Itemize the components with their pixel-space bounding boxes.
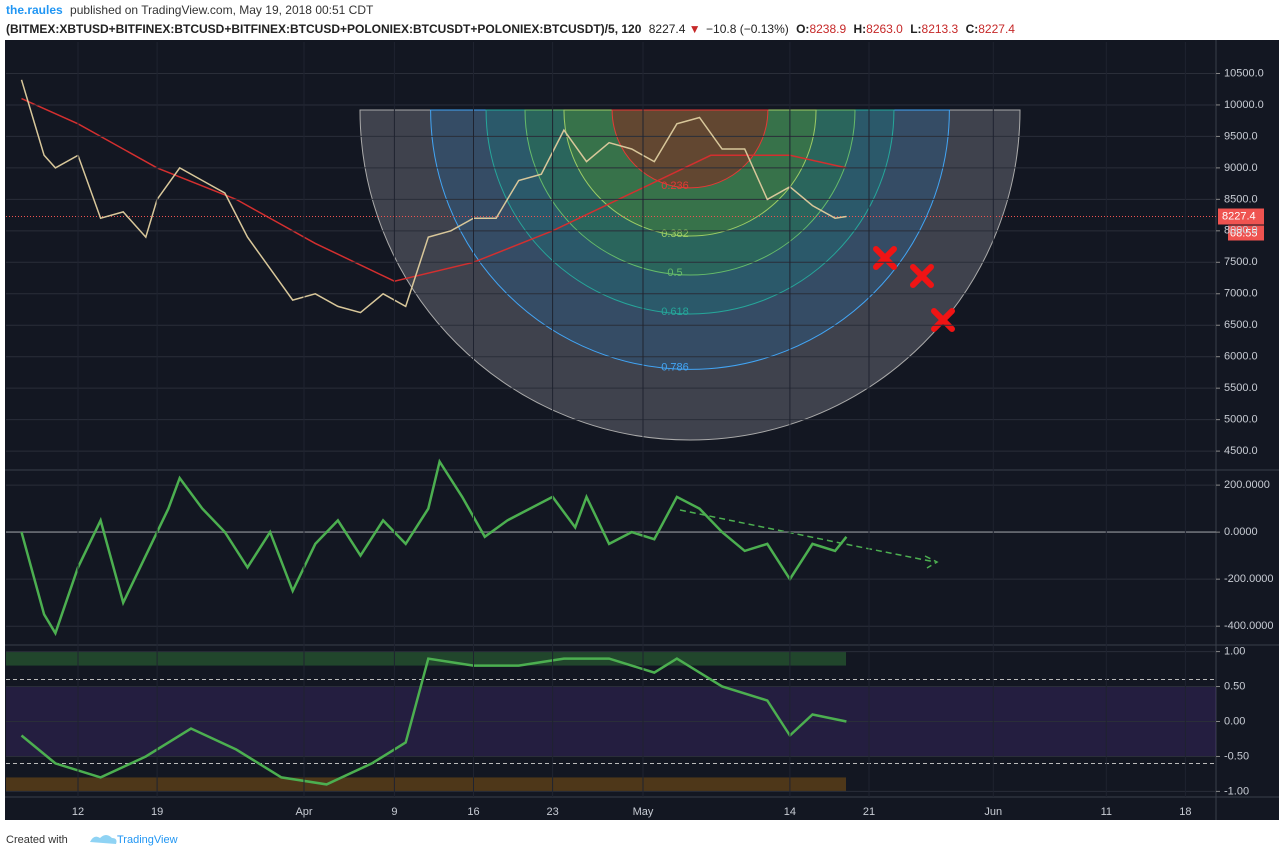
series-line <box>20 657 847 786</box>
x-tick-label: 14 <box>784 806 796 818</box>
chart-area <box>5 40 1279 820</box>
symbol: (BITMEX:XBTUSD+BITFINEX:BTCUSD+BITFINEX:… <box>6 22 642 36</box>
trend-arrow <box>679 509 939 569</box>
x-tick-label: 12 <box>72 806 84 818</box>
y-tick-label: 8500.0 <box>1224 193 1258 205</box>
x-tick-label: 9 <box>391 806 397 818</box>
fib-label: 0.618 <box>661 306 689 318</box>
change: −10.8 (−0.13%) <box>706 22 789 36</box>
y-tick-label: 9000.0 <box>1224 162 1258 174</box>
y-tick-label: 0.00 <box>1224 715 1245 727</box>
y-tick-label: 10000.0 <box>1224 99 1264 111</box>
y-tick-label: 5000.0 <box>1224 414 1258 426</box>
moving-average <box>21 97 847 282</box>
fib-arc <box>524 109 856 276</box>
fib-label: 0.786 <box>661 361 689 373</box>
y-tick-label: 0.50 <box>1224 680 1245 692</box>
y-tick-label: 10500.0 <box>1224 67 1264 79</box>
y-tick-label: 0.0000 <box>1224 526 1258 538</box>
footer-brand[interactable]: TradingView <box>117 834 178 846</box>
y-tick-label: 1.00 <box>1224 645 1245 657</box>
y-tick-label: 9500.0 <box>1224 130 1258 142</box>
x-tick-label: 19 <box>151 806 163 818</box>
down-arrow: ▼ <box>689 22 701 36</box>
y-tick-label: 4500.0 <box>1224 445 1258 457</box>
x-tick-label: 16 <box>467 806 479 818</box>
series-line <box>20 79 847 314</box>
fib-label: 0.5 <box>667 267 682 279</box>
open-label: O: <box>796 22 809 36</box>
lower-band <box>6 777 846 792</box>
countdown-label: 08:55 <box>1230 227 1258 239</box>
y-tick-label: 6500.0 <box>1224 319 1258 331</box>
open: 8238.9 <box>809 22 846 36</box>
author[interactable]: the.raules <box>6 3 63 17</box>
countdown-box <box>1228 225 1264 241</box>
y-tick-label: -1.00 <box>1224 785 1249 797</box>
footer-created: Created with <box>6 834 68 846</box>
x-annotation <box>931 308 955 332</box>
y-tick-label: 5500.0 <box>1224 382 1258 394</box>
header-line-2: (BITMEX:XBTUSD+BITFINEX:BTCUSD+BITFINEX:… <box>6 22 1015 36</box>
x-tick-label: May <box>633 806 654 818</box>
y-tick-label: 7000.0 <box>1224 288 1258 300</box>
high-label: H: <box>853 22 866 36</box>
fib-label: 0.236 <box>661 180 689 192</box>
header-line-1: the.raules published on TradingView.com,… <box>6 3 374 17</box>
y-tick-label: -0.50 <box>1224 750 1249 762</box>
last-price-label: 8227.4 <box>1222 210 1256 222</box>
x-tick-label: 23 <box>546 806 558 818</box>
y-tick-label: -200.0000 <box>1224 573 1274 585</box>
fib-arc <box>563 109 817 237</box>
tv-logo <box>90 835 117 844</box>
low: 8213.3 <box>922 22 959 36</box>
x-tick-label: 11 <box>1101 806 1112 818</box>
fib-label: 0.382 <box>661 228 689 240</box>
x-tick-label: 21 <box>863 806 875 818</box>
high: 8263.0 <box>866 22 903 36</box>
fib-arc <box>430 109 950 370</box>
y-tick-label: 8000.0 <box>1224 225 1258 237</box>
close-label: C: <box>966 22 979 36</box>
y-tick-label: 7500.0 <box>1224 256 1258 268</box>
close: 8227.4 <box>978 22 1015 36</box>
chart-layer: 0.236 0.382 0.5 0.618 0.786 8227.4 08:55 4500.0… <box>5 40 1279 820</box>
last-price-box <box>1218 208 1264 225</box>
x-tick-label: Jun <box>984 806 1002 818</box>
last: 8227.4 <box>649 22 686 36</box>
x-tick-label: Apr <box>295 806 312 818</box>
y-tick-label: -400.0000 <box>1224 620 1274 632</box>
x-annotation <box>910 264 934 288</box>
x-tick-label: 18 <box>1179 806 1191 818</box>
y-tick-label: 6000.0 <box>1224 351 1258 363</box>
published: published on TradingView.com, May 19, 20… <box>70 3 374 17</box>
upper-band <box>6 651 846 666</box>
y-tick-label: 200.0000 <box>1224 479 1270 491</box>
x-annotation <box>873 246 897 270</box>
low-label: L: <box>910 22 921 36</box>
